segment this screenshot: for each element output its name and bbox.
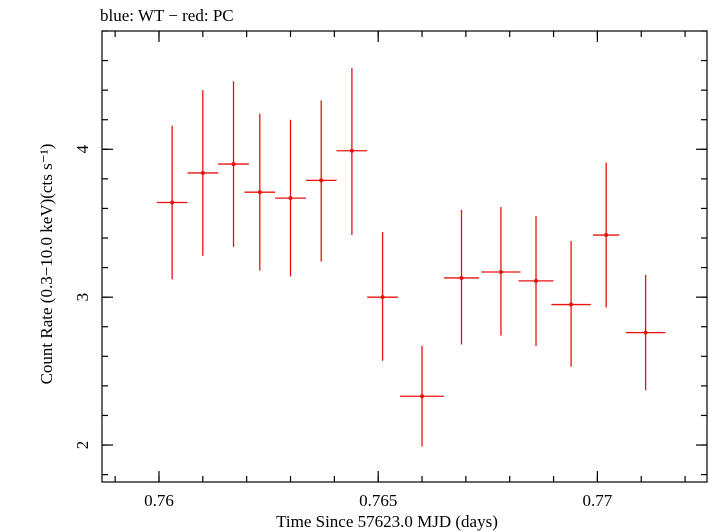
point-marker xyxy=(569,302,574,307)
point-marker xyxy=(200,170,205,175)
y-axis-label: Count Rate (0.3−10.0 keV)(cts s⁻¹) xyxy=(37,144,56,385)
data-point xyxy=(593,162,620,308)
chart-title: blue: WT − red: PC xyxy=(100,6,234,25)
point-marker xyxy=(643,330,648,335)
y-tick-label: 4 xyxy=(73,145,92,154)
data-point xyxy=(187,90,219,256)
data-point xyxy=(625,274,666,391)
y-tick-label: 3 xyxy=(73,293,92,302)
x-tick-label: 0.77 xyxy=(583,491,613,510)
point-marker xyxy=(231,162,236,167)
point-marker xyxy=(534,278,539,283)
x-tick-label: 0.76 xyxy=(144,491,174,510)
point-marker xyxy=(459,275,464,280)
point-marker xyxy=(380,295,385,300)
x-tick-label: 0.765 xyxy=(359,491,397,510)
data-point xyxy=(275,119,306,277)
data-point xyxy=(244,113,276,271)
data-point xyxy=(551,240,591,367)
data-point xyxy=(305,100,337,262)
data-point xyxy=(518,215,554,346)
x-tick-labels: 0.76 0.765 0.77 xyxy=(144,491,613,510)
point-marker xyxy=(319,178,324,183)
point-marker xyxy=(288,196,293,201)
data-point xyxy=(156,125,188,280)
x-axis-label: Time Since 57623.0 MJD (days) xyxy=(276,512,498,531)
axis-ticks xyxy=(102,30,707,482)
point-marker xyxy=(349,148,354,153)
plot-frame xyxy=(101,30,708,483)
data-point xyxy=(481,206,521,336)
data-point xyxy=(400,345,444,447)
y-tick-labels: 2 3 4 xyxy=(73,145,92,450)
data-points xyxy=(156,67,666,447)
data-point xyxy=(367,232,398,361)
y-tick-label: 2 xyxy=(73,441,92,450)
data-point xyxy=(443,209,480,345)
point-marker xyxy=(257,190,262,195)
point-marker xyxy=(604,233,609,238)
data-point xyxy=(218,81,249,247)
point-marker xyxy=(420,394,425,399)
data-point xyxy=(336,67,368,236)
point-marker xyxy=(170,200,175,205)
point-marker xyxy=(498,270,503,275)
